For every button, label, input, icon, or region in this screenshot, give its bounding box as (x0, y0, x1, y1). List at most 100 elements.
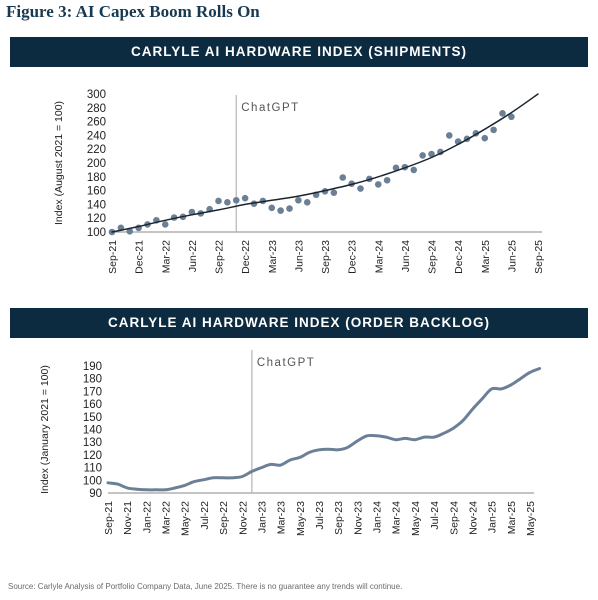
shipments-data-point (490, 126, 497, 134)
shipments-data-point (445, 132, 453, 139)
shipments-data-point (277, 207, 284, 214)
shipments-data-point (303, 199, 311, 206)
backlog-y-tick-label: 100 (83, 475, 102, 487)
backlog-y-tick-label: 140 (83, 425, 102, 437)
backlog-x-tick-label: Sep-24 (448, 501, 460, 535)
backlog-x-tick-label: May-23 (295, 501, 307, 536)
shipments-x-tick-label: Dec-24 (453, 240, 465, 274)
shipments-data-point (268, 204, 276, 212)
shipments-x-tick-label: Mar-23 (267, 240, 279, 273)
backlog-y-axis-label: Index (January 2021 = 100) (39, 365, 51, 494)
shipments-data-point (481, 134, 489, 142)
backlog-x-tick-label: Nov-23 (352, 501, 364, 535)
shipments-data-point (224, 199, 231, 206)
backlog-y-tick-label: 180 (83, 374, 102, 386)
backlog-x-tick-label: Jul-23 (314, 501, 326, 530)
shipments-y-axis-label: Index (August 2021 = 100) (53, 101, 65, 225)
backlog-x-tick-label: May-22 (180, 501, 192, 536)
backlog-x-tick-label: Sep-23 (333, 501, 345, 535)
shipments-data-point (215, 197, 222, 205)
shipments-x-tick-label: Dec-22 (240, 240, 252, 274)
shipments-data-point (428, 150, 435, 158)
shipments-y-tick-label: 180 (87, 172, 106, 184)
backlog-x-tick-label: Jan-24 (372, 501, 384, 533)
backlog-y-tick-label: 90 (89, 488, 102, 500)
backlog-x-tick-label: Jan-23 (256, 501, 268, 533)
chart1-title-banner: CARLYLE AI HARDWARE INDEX (SHIPMENTS) (10, 37, 588, 67)
shipments-x-tick-label: Sep-22 (214, 240, 226, 274)
shipments-data-point (374, 181, 382, 188)
backlog-x-tick-label: Mar-24 (391, 501, 403, 534)
shipments-y-tick-label: 200 (87, 158, 106, 170)
source-note: Source: Carlyle Analysis of Portfolio Co… (8, 582, 403, 591)
shipments-data-point (339, 174, 347, 181)
shipments-x-tick-label: Sep-23 (320, 240, 332, 274)
shipments-x-tick-label: Jun-23 (293, 240, 305, 272)
shipments-x-tick-label: Dec-21 (134, 240, 146, 274)
shipments-x-tick-label: Sep-21 (107, 240, 119, 274)
shipments-y-tick-label: 100 (87, 227, 106, 239)
shipments-y-tick-label: 160 (87, 186, 106, 198)
backlog-y-tick-label: 120 (83, 450, 102, 462)
shipments-x-tick-label: Jun-24 (400, 240, 412, 272)
shipments-x-tick-label: Dec-23 (347, 240, 359, 274)
backlog-x-tick-label: May-24 (410, 501, 422, 536)
shipments-trend-line (111, 93, 539, 233)
backlog-x-tick-label: Mar-23 (276, 501, 288, 534)
backlog-x-tick-label: Jan-25 (487, 501, 499, 533)
shipments-x-tick-label: Jun-22 (187, 240, 199, 272)
backlog-y-tick-label: 190 (83, 361, 102, 373)
shipments-data-point (499, 110, 506, 117)
shipments-x-tick-label: Mar-22 (160, 240, 172, 273)
backlog-y-tick-label: 170 (83, 386, 102, 398)
backlog-x-tick-label: Sep-22 (218, 501, 230, 535)
shipments-y-tick-label: 260 (87, 117, 106, 129)
shipments-data-point (508, 113, 515, 121)
shipments-x-tick-label: Mar-24 (373, 240, 385, 273)
shipments-data-point (383, 176, 391, 184)
backlog-x-tick-label: Jul-24 (429, 501, 441, 530)
backlog-chatgpt-label: ChatGPT (257, 357, 315, 369)
backlog-series-line (106, 367, 542, 492)
backlog-x-tick-label: Mar-22 (161, 501, 173, 534)
shipments-data-point (286, 205, 293, 212)
backlog-y-tick-label: 110 (84, 463, 102, 475)
backlog-x-tick-label: Sep-21 (103, 501, 115, 535)
shipments-x-tick-label: Sep-24 (427, 240, 439, 274)
shipments-y-tick-label: 300 (87, 89, 106, 101)
shipments-data-point (419, 152, 426, 159)
shipments-data-point (357, 185, 364, 192)
shipments-x-tick-label: Mar-25 (480, 240, 492, 273)
shipments-data-point (241, 194, 249, 202)
figure-title: Figure 3: AI Capex Boom Rolls On (6, 2, 260, 21)
shipments-data-point (295, 196, 302, 204)
shipments-y-tick-label: 140 (87, 199, 106, 211)
shipments-chatgpt-label: ChatGPT (241, 102, 299, 114)
shipments-data-point (330, 189, 338, 196)
backlog-x-tick-label: Jul-22 (199, 501, 211, 530)
backlog-x-tick-label: Mar-25 (506, 501, 518, 534)
backlog-y-tick-label: 150 (83, 412, 102, 424)
backlog-x-tick-label: Jan-22 (141, 501, 153, 533)
backlog-y-tick-label: 160 (83, 399, 102, 411)
shipments-data-point (188, 208, 196, 216)
shipments-data-point (126, 228, 134, 235)
shipments-x-tick-label: Sep-25 (533, 240, 545, 274)
shipments-data-point (232, 196, 240, 204)
shipments-y-tick-label: 220 (87, 144, 106, 156)
backlog-x-tick-label: Nov-21 (122, 501, 134, 535)
chart2-title-banner: CARLYLE AI HARDWARE INDEX (ORDER BACKLOG… (10, 308, 588, 338)
backlog-x-tick-label: Nov-22 (237, 501, 249, 535)
backlog-x-tick-label: May-25 (525, 501, 537, 536)
shipments-y-tick-label: 120 (87, 213, 106, 225)
backlog-y-tick-label: 130 (83, 437, 102, 449)
shipments-x-tick-label: Jun-25 (506, 240, 518, 272)
shipments-y-tick-label: 280 (87, 103, 106, 115)
shipments-data-point (161, 221, 169, 228)
shipments-data-point (392, 164, 400, 172)
backlog-x-tick-label: Nov-24 (467, 501, 479, 535)
shipments-data-point (410, 166, 418, 174)
shipments-y-tick-label: 240 (87, 130, 106, 142)
